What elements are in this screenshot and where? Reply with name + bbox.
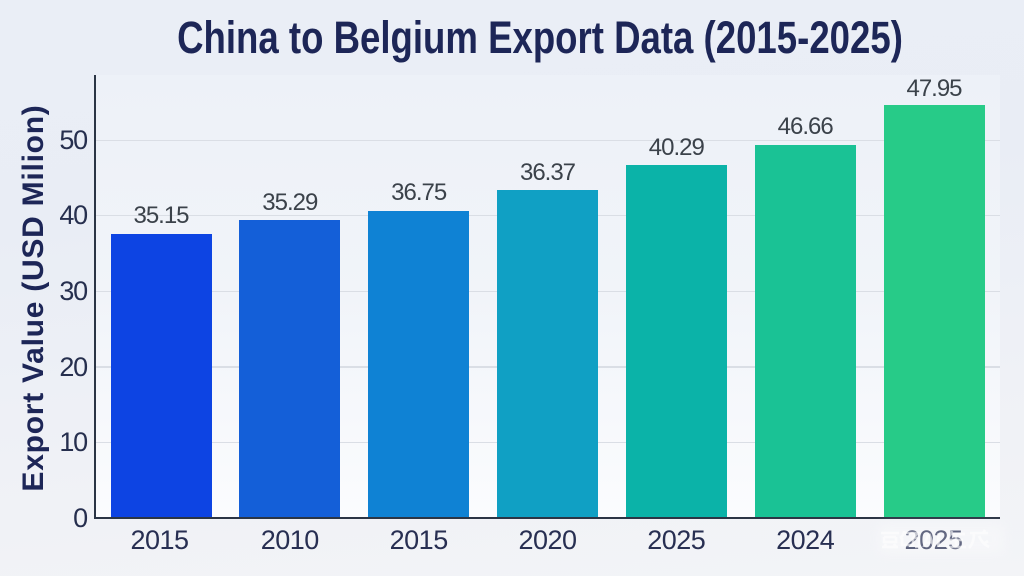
svg-text:AI: AI bbox=[922, 531, 941, 552]
